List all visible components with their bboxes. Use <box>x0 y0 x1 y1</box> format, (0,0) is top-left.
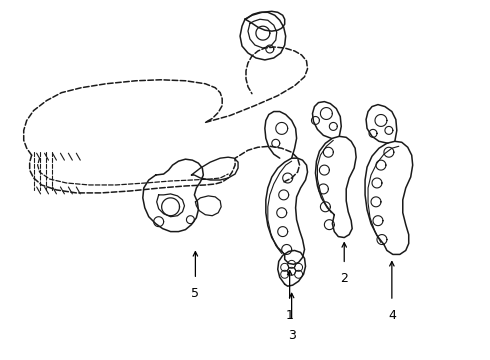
Text: 3: 3 <box>288 329 295 342</box>
Text: 2: 2 <box>340 272 348 285</box>
Text: 1: 1 <box>286 309 294 322</box>
Text: 4: 4 <box>388 309 396 322</box>
Text: 5: 5 <box>192 287 199 300</box>
